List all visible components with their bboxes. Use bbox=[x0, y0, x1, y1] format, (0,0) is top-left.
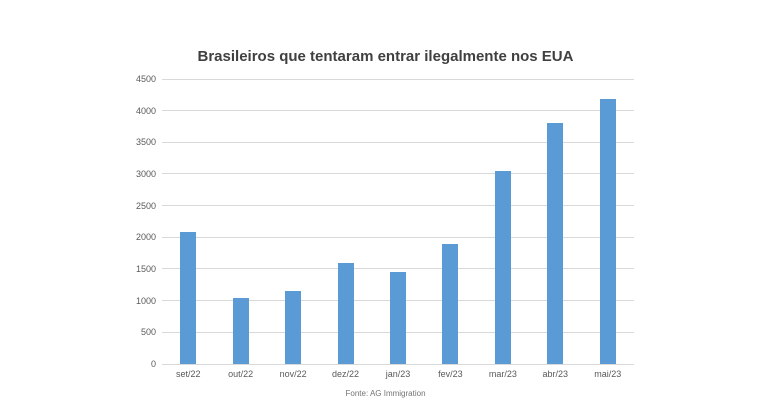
bar-fev/23 bbox=[442, 243, 459, 364]
y-axis-tick-label: 1500 bbox=[135, 264, 156, 274]
y-axis-tick-label: 2500 bbox=[135, 200, 156, 211]
y-axis-tick-label: 3000 bbox=[135, 169, 156, 179]
bar-slot bbox=[319, 79, 371, 364]
y-axis-tick-label: 0 bbox=[150, 359, 156, 369]
x-axis-tick-label: nov/22 bbox=[279, 369, 307, 379]
y-axis-tick-label: 500 bbox=[140, 327, 156, 338]
y-axis-tick-label: 1000 bbox=[135, 295, 156, 306]
gridline bbox=[162, 110, 634, 112]
bar-slot bbox=[162, 79, 214, 364]
bar-set/22 bbox=[180, 232, 197, 364]
gridline bbox=[162, 173, 634, 175]
y-axis-tick-label: 4500 bbox=[135, 74, 156, 84]
bar-slot bbox=[267, 79, 319, 364]
x-axis-tick-label: fev/23 bbox=[438, 369, 463, 379]
bar-abr/23 bbox=[547, 122, 564, 364]
x-axis-tick-label: jan/23 bbox=[385, 369, 411, 379]
x-axis-tick-label: abr/23 bbox=[542, 369, 569, 379]
bar-slot bbox=[582, 79, 634, 364]
gridline bbox=[162, 236, 634, 238]
bar-mai/23 bbox=[599, 98, 616, 364]
y-axis-tick-label: 2000 bbox=[135, 232, 156, 243]
bar-series bbox=[162, 79, 634, 364]
gridline bbox=[162, 78, 634, 80]
source-note: Fonte: AG Immigration bbox=[345, 389, 426, 398]
x-axis-tick-label: dez/22 bbox=[332, 369, 360, 379]
x-axis-tick-label: mai/23 bbox=[594, 369, 622, 379]
bar-slot bbox=[529, 79, 581, 364]
plot-area bbox=[162, 78, 634, 365]
bar-nov/22 bbox=[285, 290, 302, 364]
gridline bbox=[162, 363, 634, 365]
y-axis: 0 500 1000 1500 2000 2500 3000 3500 4000 4500 bbox=[0, 74, 156, 369]
x-axis-tick-label: out/22 bbox=[228, 369, 254, 379]
x-axis-tick-label: mar/23 bbox=[488, 369, 517, 379]
gridline bbox=[162, 141, 634, 143]
bar-slot bbox=[372, 79, 424, 364]
bar-slot bbox=[477, 79, 529, 364]
bar-jan/23 bbox=[389, 272, 406, 364]
bar-slot bbox=[424, 79, 476, 364]
bar-slot bbox=[214, 79, 266, 364]
x-axis: set/22 out/22 nov/22 dez/22 jan/23 fev/23 mar/… bbox=[162, 369, 634, 379]
gridline bbox=[162, 268, 634, 270]
gridline bbox=[162, 205, 634, 207]
y-axis-tick-label: 3500 bbox=[135, 137, 156, 148]
bar-dez/22 bbox=[337, 263, 354, 364]
chart-title: Brasileiros que tentaram entrar ilegalme… bbox=[197, 48, 574, 65]
x-axis-tick-label: set/22 bbox=[175, 369, 201, 379]
bar-mar/23 bbox=[494, 170, 511, 364]
y-axis-tick-label: 4000 bbox=[135, 105, 156, 116]
bar-out/22 bbox=[232, 297, 249, 364]
